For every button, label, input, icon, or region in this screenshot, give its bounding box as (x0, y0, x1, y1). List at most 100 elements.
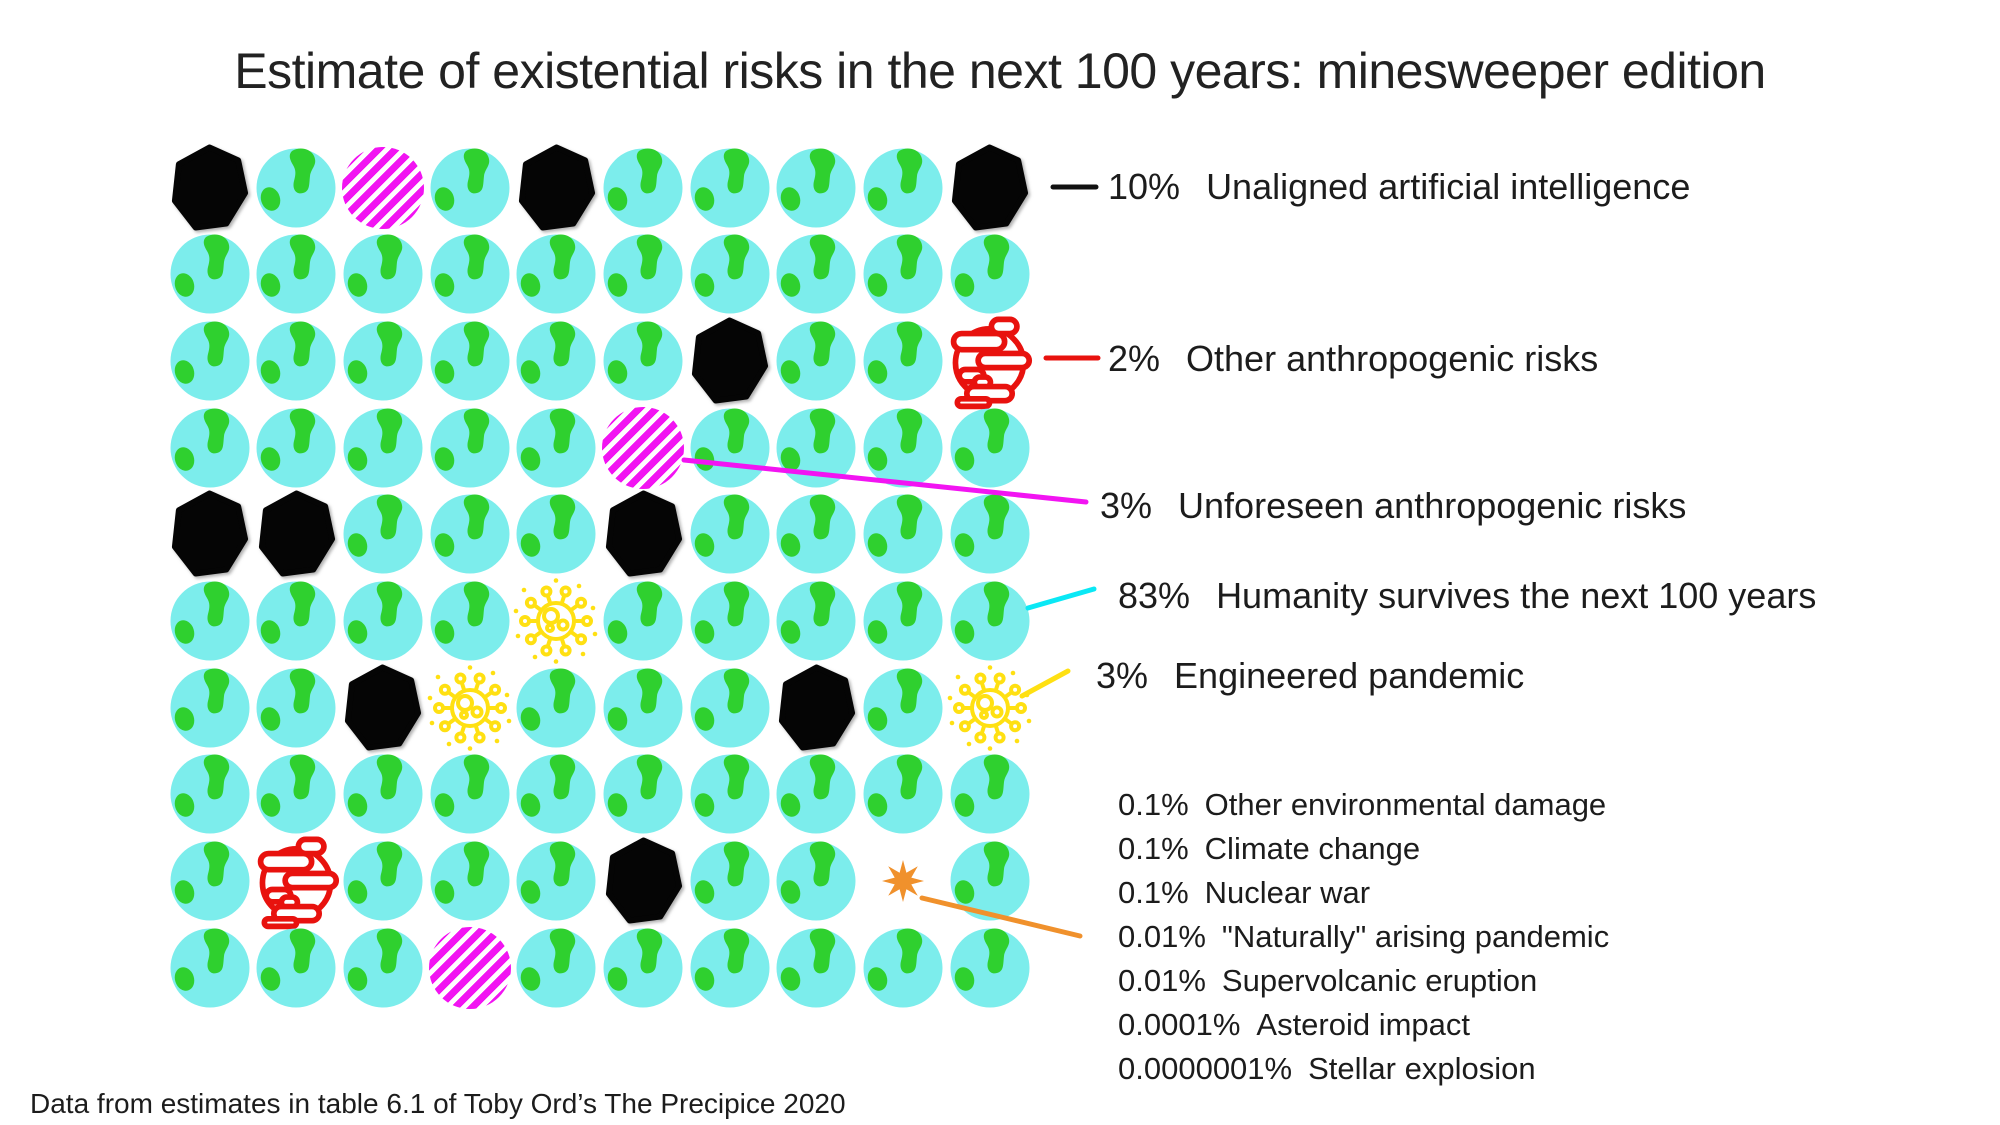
small-risk-row: 0.0000001% Stellar explosion (1118, 1047, 1609, 1091)
grid-cell-earth (860, 317, 947, 404)
grid-cell-earth (600, 578, 687, 665)
earth-icon (170, 668, 249, 748)
grid-cell-ai (686, 317, 773, 404)
small-risk-pct: 0.01% (1118, 919, 1206, 954)
grid-cell-earth (946, 751, 1033, 838)
ai-mine-heptagon-icon (171, 490, 249, 577)
earth-icon (690, 754, 770, 834)
ai-mine-heptagon-icon (171, 144, 249, 231)
grid-cell-earth (513, 317, 600, 404)
legend-other-label: Other anthropogenic risks (1186, 338, 1599, 379)
earth-icon (950, 581, 1030, 661)
legend-ai-label: Unaligned artificial intelligence (1206, 166, 1691, 207)
grid-cell-earth (513, 231, 600, 318)
starburst-icon (882, 860, 925, 903)
grid-cell-earth (426, 317, 513, 404)
earth-icon (776, 581, 856, 661)
grid-cell-earth (513, 404, 600, 491)
grid-cell-earth (773, 144, 860, 231)
small-risk-label: "Naturally" arising pandemic (1221, 919, 1610, 954)
grid-cell-earth (860, 578, 947, 665)
earth-icon (516, 321, 596, 401)
legend-survives: 83% Humanity survives the next 100 years (1118, 575, 1816, 617)
grid-cell-ai (166, 144, 253, 231)
earth-icon (776, 841, 856, 921)
earth-icon (430, 321, 510, 401)
grid-cell-earth (600, 751, 687, 838)
grid-cell-earth (426, 144, 513, 231)
unforeseen-hatched-circle-icon (428, 926, 511, 1009)
earth-icon (603, 668, 683, 748)
grid-cell-earth (166, 317, 253, 404)
earth-icon (343, 754, 423, 834)
unforeseen-hatched-circle-icon (602, 406, 684, 489)
earth-icon (516, 841, 596, 921)
small-risk-label: Supervolcanic eruption (1221, 963, 1538, 998)
small-risk-label: Stellar explosion (1308, 1051, 1536, 1086)
legend-unforeseen-pct: 3% (1100, 485, 1153, 526)
earth-icon (950, 928, 1030, 1008)
grid-cell-earth (686, 751, 773, 838)
small-risk-row: 0.1% Climate change (1118, 827, 1609, 871)
earth-icon (170, 581, 249, 661)
earth-icon (430, 408, 510, 488)
earth-icon (343, 841, 423, 921)
grid-cell-earth (339, 491, 426, 578)
earth-icon (256, 321, 336, 401)
grid-cell-earth (513, 491, 600, 578)
small-risk-row: 0.01% "Naturally" arising pandemic (1118, 915, 1609, 959)
grid-cell-pandemic (513, 578, 600, 665)
grid-cell-earth (860, 404, 947, 491)
ai-mine-heptagon-icon (952, 144, 1029, 231)
ai-mine-heptagon-icon (518, 144, 595, 231)
grid-cell-earth (860, 751, 947, 838)
ai-mine-heptagon-icon (778, 664, 855, 751)
ai-mine-heptagon-icon (692, 317, 769, 404)
earth-icon (690, 581, 770, 661)
small-risk-row: 0.1% Other environmental damage (1118, 783, 1609, 827)
grid-cell-earth (686, 578, 773, 665)
grid-cell-earth (600, 144, 687, 231)
grid-cell-earth (426, 491, 513, 578)
grid-cell-earth (773, 317, 860, 404)
grid-cell-earth (773, 231, 860, 318)
grid-cell-ai (513, 144, 600, 231)
small-risk-pct: 0.01% (1118, 963, 1206, 998)
earth-icon (776, 408, 856, 488)
legend-unforeseen: 3% Unforeseen anthropogenic risks (1100, 485, 1686, 527)
virus-icon (513, 578, 598, 664)
earth-icon (516, 928, 596, 1008)
grid-cell-unforeseen (600, 404, 687, 491)
grid-cell-unforeseen (339, 144, 426, 231)
legend-survives-pct: 83% (1118, 575, 1191, 616)
minesweeper-grid (166, 144, 1038, 1016)
grid-cell-earth (686, 664, 773, 751)
earth-icon (256, 928, 336, 1008)
grid-cell-earth (773, 751, 860, 838)
earth-icon (256, 148, 336, 227)
grid-cell-earth (513, 924, 600, 1011)
grid-cell-earth (253, 664, 340, 751)
small-risk-pct: 0.1% (1118, 831, 1189, 866)
grid-cell-earth (600, 924, 687, 1011)
grid-cell-earth (166, 751, 253, 838)
grid-cell-earth (253, 144, 340, 231)
page-title: Estimate of existential risks in the nex… (234, 43, 1766, 99)
small-risk-label: Asteroid impact (1256, 1007, 1471, 1042)
earth-icon (343, 928, 423, 1008)
ai-mine-heptagon-icon (345, 664, 422, 751)
grid-cell-earth (513, 751, 600, 838)
grid-cell-earth (860, 144, 947, 231)
grid-cell-earth (166, 231, 253, 318)
earth-icon (256, 754, 336, 834)
earth-icon (863, 668, 943, 748)
grid-cell-earth (339, 231, 426, 318)
earth-icon (863, 321, 943, 401)
grid-cell-earth (253, 231, 340, 318)
grid-cell-unforeseen (426, 924, 513, 1011)
small-risk-row: 0.1% Nuclear war (1118, 871, 1609, 915)
grid-cell-earth (166, 404, 253, 491)
earth-icon (170, 408, 249, 488)
earth-icon (256, 581, 336, 661)
